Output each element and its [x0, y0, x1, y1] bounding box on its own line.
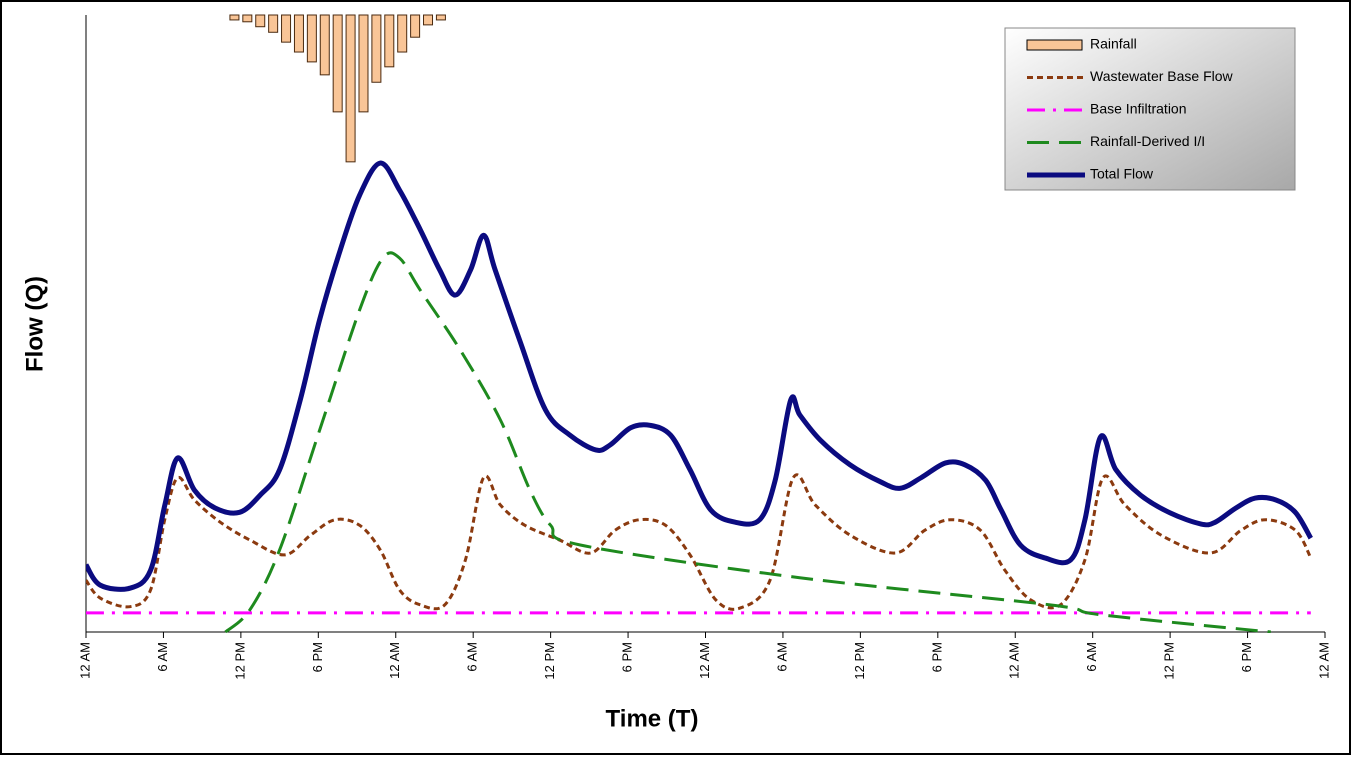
x-tick-label: 12 AM	[697, 642, 712, 679]
rain-bar	[306, 14, 317, 63]
rain-bar	[242, 14, 253, 23]
rain-bar	[332, 14, 343, 113]
rain-bar	[358, 14, 369, 113]
x-tick-label: 6 PM	[1239, 642, 1254, 672]
x-tick-label: 6 AM	[1084, 642, 1099, 672]
x-tick-label: 12 PM	[542, 642, 557, 680]
rain-bar	[281, 14, 292, 43]
legend-swatch	[1026, 39, 1083, 51]
rain-bar	[293, 14, 304, 53]
legend-label: Base Infiltration	[1090, 101, 1187, 117]
x-tick-label: 12 PM	[852, 642, 867, 680]
rain-bar	[384, 14, 395, 68]
x-tick-label: 12 AM	[1316, 642, 1331, 679]
x-tick-label: 6 AM	[155, 642, 170, 672]
legend-label: Rainfall	[1090, 36, 1137, 52]
x-tick-label: 6 PM	[310, 642, 325, 672]
x-tick-label: 12 AM	[1007, 642, 1022, 679]
rain-bar	[423, 14, 434, 26]
rain-bar	[255, 14, 266, 28]
rain-bar	[345, 14, 356, 163]
y-axis-title: Flow (Q)	[21, 276, 48, 372]
x-tick-label: 6 PM	[620, 642, 635, 672]
series-line	[86, 160, 1313, 592]
legend-label: Total Flow	[1090, 166, 1154, 182]
x-tick-label: 6 AM	[774, 642, 789, 672]
x-tick-label: 12 AM	[77, 642, 92, 679]
legend-label: Wastewater Base Flow	[1090, 68, 1234, 84]
series-line	[86, 473, 1313, 611]
rain-bar	[319, 14, 330, 76]
rain-bar	[371, 14, 382, 83]
x-axis-title: Time (T)	[606, 705, 699, 732]
x-tick-label: 6 PM	[929, 642, 944, 672]
x-tick-label: 12 AM	[387, 642, 402, 679]
rain-bar	[268, 14, 279, 33]
x-tick-label: 6 AM	[465, 642, 480, 672]
x-tick-label: 12 PM	[1162, 642, 1177, 680]
rain-bar	[229, 14, 240, 21]
x-tick-label: 12 PM	[232, 642, 247, 680]
rain-bar	[410, 14, 421, 38]
series-line	[224, 251, 1271, 633]
legend-label: Rainfall-Derived I/I	[1090, 133, 1205, 149]
rain-bar	[397, 14, 408, 53]
rain-bar	[435, 14, 446, 21]
